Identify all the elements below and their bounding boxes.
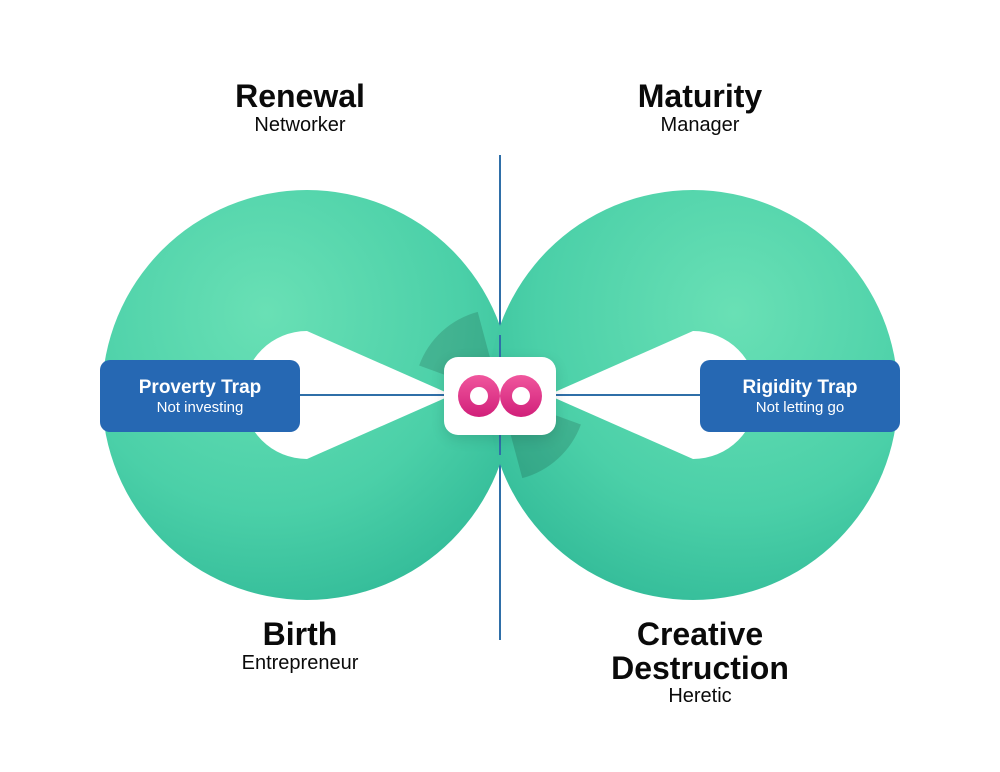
quadrant-label-maturity: Maturity Manager [570,80,830,137]
trap-box-poverty: Proverty Trap Not investing [100,360,300,432]
trap-box-rigidity: Rigidity Trap Not letting go [700,360,900,432]
quadrant-title: Birth [170,618,430,652]
quadrant-subtitle: Heretic [570,685,830,708]
quadrant-subtitle: Networker [170,114,430,137]
diagram-stage: Renewal Networker Maturity Manager Birth… [0,0,1000,772]
infinity-icon [458,372,542,420]
quadrant-title: Maturity [570,80,830,114]
center-infinity-card [444,357,556,435]
quadrant-label-birth: Birth Entrepreneur [170,618,430,675]
quadrant-title: Renewal [170,80,430,114]
quadrant-label-renewal: Renewal Networker [170,80,430,137]
quadrant-subtitle: Manager [570,114,830,137]
quadrant-subtitle: Entrepreneur [170,652,430,675]
quadrant-label-creative-destruction: Creative Destruction Heretic [570,618,830,708]
quadrant-title: Creative Destruction [570,618,830,685]
trap-subtitle: Not investing [157,399,244,416]
trap-title: Rigidity Trap [742,377,857,399]
trap-subtitle: Not letting go [756,399,844,416]
trap-title: Proverty Trap [139,377,262,399]
